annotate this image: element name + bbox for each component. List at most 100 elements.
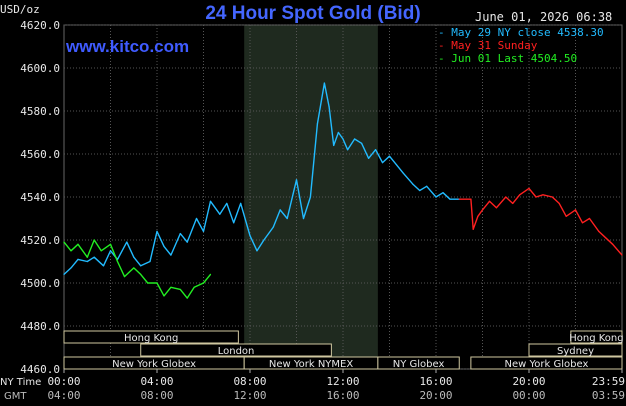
data-point xyxy=(505,196,507,198)
data-point xyxy=(209,273,212,275)
data-point xyxy=(374,149,377,151)
data-point xyxy=(388,155,391,157)
data-point xyxy=(186,297,188,299)
data-point xyxy=(70,250,72,252)
data-point xyxy=(419,189,421,192)
data-point xyxy=(328,106,330,108)
session-label: Hong Kong xyxy=(569,333,623,344)
session-label: Sydney xyxy=(557,346,594,357)
y-tick-label: 4460.0 xyxy=(20,363,60,376)
data-point xyxy=(565,215,567,217)
data-point xyxy=(63,273,65,275)
data-point xyxy=(551,196,553,198)
data-point xyxy=(77,243,79,245)
data-point xyxy=(156,282,158,284)
y-tick-label: 4480.0 xyxy=(20,320,60,333)
data-point xyxy=(133,267,135,269)
data-point xyxy=(70,267,72,269)
data-point xyxy=(202,230,205,232)
data-point xyxy=(574,209,577,211)
data-point xyxy=(621,254,623,256)
series-2 xyxy=(63,239,212,299)
data-point xyxy=(279,209,281,211)
data-point xyxy=(93,239,95,241)
data-point xyxy=(195,217,198,220)
data-point xyxy=(333,144,335,146)
site-watermark[interactable]: www.kitco.com xyxy=(66,37,190,56)
data-point xyxy=(342,138,344,140)
session-box xyxy=(377,356,460,370)
x-tick-label-gmt: 08:00 xyxy=(140,389,173,402)
data-point xyxy=(116,260,119,263)
data-point xyxy=(286,217,288,220)
data-point xyxy=(472,228,474,230)
data-point xyxy=(272,226,274,228)
y-tick-label: 4560.0 xyxy=(20,148,60,161)
series-line xyxy=(459,187,623,256)
data-point xyxy=(63,241,65,243)
timestamp: June 01, 2026 06:38 xyxy=(475,10,613,24)
y-tick-label: 4500.0 xyxy=(20,277,60,290)
x-tick-label-gmt: 16:00 xyxy=(326,389,359,402)
x-tick-label-ny: 12:00 xyxy=(326,375,359,388)
data-point xyxy=(93,256,95,258)
session-box xyxy=(63,330,239,344)
y-tick-label: 4600.0 xyxy=(20,62,60,75)
legend-entry-jun01: - Jun 01 Last 4504.50 xyxy=(438,52,578,65)
y-tick-label: 4540.0 xyxy=(20,191,60,204)
data-point xyxy=(605,237,607,239)
legend: - May 29 NY close 4538.30 - May 31 Sunda… xyxy=(438,26,604,65)
data-point xyxy=(140,265,142,267)
data-point xyxy=(426,185,428,187)
data-point xyxy=(542,194,544,196)
y-tick-label: 4520.0 xyxy=(20,234,60,247)
data-point xyxy=(316,123,319,125)
data-point xyxy=(233,222,235,224)
data-point xyxy=(581,222,584,224)
data-point xyxy=(488,200,491,202)
data-point xyxy=(140,273,142,275)
data-point xyxy=(102,265,105,267)
session-box xyxy=(470,356,623,370)
data-point xyxy=(256,250,258,252)
data-point xyxy=(337,131,339,134)
data-point xyxy=(412,183,414,185)
data-point xyxy=(470,198,472,200)
data-point xyxy=(449,198,451,200)
data-point xyxy=(481,209,484,211)
data-point xyxy=(435,196,437,198)
data-point xyxy=(147,282,149,284)
chart-title: 24 Hour Spot Gold (Bid) xyxy=(205,3,421,24)
data-point xyxy=(202,282,205,284)
data-point xyxy=(170,286,172,288)
data-point xyxy=(612,243,614,245)
data-point xyxy=(295,179,298,181)
data-point xyxy=(323,82,325,84)
data-point xyxy=(133,256,135,258)
data-point xyxy=(354,138,356,140)
session-box xyxy=(528,343,623,357)
data-point xyxy=(528,187,530,189)
legend-entry-may29: - May 29 NY close 4538.30 xyxy=(438,26,604,39)
data-point xyxy=(395,164,398,166)
data-point xyxy=(226,202,228,205)
y-tick-label: 4580.0 xyxy=(20,105,60,118)
data-point xyxy=(588,217,591,220)
x-tick-label-ny: 04:00 xyxy=(140,375,173,388)
data-point xyxy=(123,275,126,278)
data-point xyxy=(495,207,498,209)
data-point xyxy=(126,241,128,243)
ny-time-row-label: NY Time xyxy=(0,377,41,388)
data-point xyxy=(149,260,151,263)
x-tick-label-ny: 00:00 xyxy=(47,375,80,388)
data-point xyxy=(86,260,88,263)
data-point xyxy=(100,250,102,252)
session-label: NY Globex xyxy=(393,359,445,370)
data-point xyxy=(240,202,242,205)
data-point xyxy=(186,241,188,243)
data-point xyxy=(558,202,560,205)
data-point xyxy=(179,288,181,291)
data-point xyxy=(477,215,479,217)
x-tick-label-gmt: 00:00 xyxy=(512,389,545,402)
